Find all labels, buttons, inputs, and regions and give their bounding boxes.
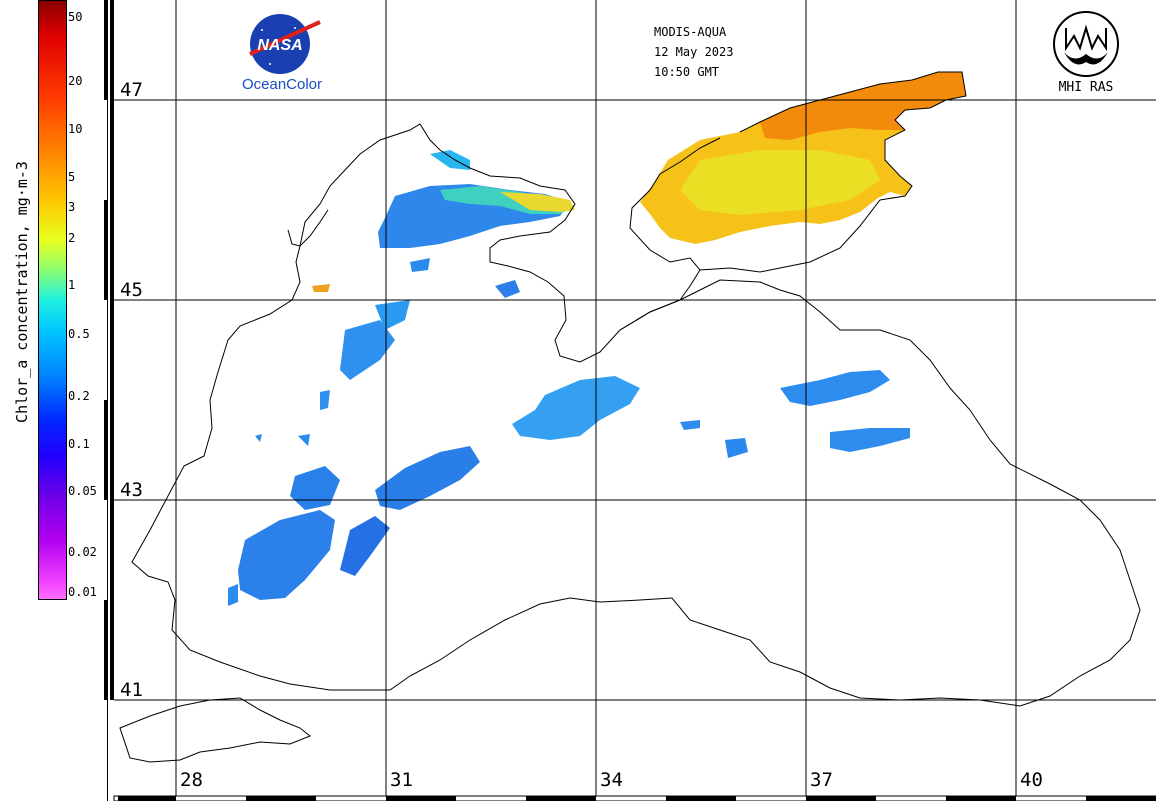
colorbar-tick: 0.02 bbox=[68, 545, 97, 559]
colorbar-tick: 1 bbox=[68, 278, 76, 292]
image-date: 12 May 2023 bbox=[654, 45, 734, 59]
colorbar-tick: 5 bbox=[68, 170, 76, 184]
patch-central-1 bbox=[512, 376, 640, 440]
longitude-label: 34 bbox=[600, 769, 623, 791]
colorbar-tick: 0.05 bbox=[68, 484, 97, 498]
longitude-label: 31 bbox=[390, 769, 413, 791]
patch-small-2 bbox=[298, 434, 310, 446]
patch-southwest bbox=[238, 510, 335, 600]
dnieper-bloom bbox=[430, 150, 470, 170]
colorbar-tick: 0.1 bbox=[68, 437, 90, 451]
lat-lon-grid bbox=[114, 0, 1156, 796]
mhi-ras-caption: MHI RAS bbox=[1058, 80, 1114, 95]
patch-crimea-west bbox=[495, 280, 520, 298]
azov-sea-bloom-mid bbox=[680, 150, 880, 215]
longitude-label: 37 bbox=[810, 769, 833, 791]
patch-central-3 bbox=[340, 516, 390, 576]
patch-small-3 bbox=[320, 390, 330, 410]
chlorophyll-colorbar bbox=[38, 0, 67, 600]
azov-coast bbox=[699, 71, 967, 273]
patch-east-2 bbox=[830, 428, 910, 452]
patch-west-2 bbox=[375, 300, 410, 330]
latitude-label: 47 bbox=[120, 79, 143, 101]
patch-small-5 bbox=[312, 284, 330, 292]
black-sea-coast bbox=[131, 123, 1141, 707]
colorbar-tick: 0.5 bbox=[68, 327, 90, 341]
colorbar-tick: 50 bbox=[68, 10, 83, 24]
oceancolor-caption: OceanColor bbox=[241, 76, 323, 93]
azov-sea-bloom-north bbox=[760, 72, 966, 140]
mhi-ras-logo bbox=[1053, 11, 1119, 77]
colorbar-tick: 20 bbox=[68, 74, 83, 88]
danube-delta bbox=[287, 209, 329, 247]
colorbar-tick: 0.01 bbox=[68, 585, 97, 599]
colorbar-tick: 2 bbox=[68, 231, 76, 245]
patch-small-7 bbox=[255, 434, 262, 442]
bosphorus-coast bbox=[119, 697, 311, 763]
map-frame bbox=[104, 0, 1156, 801]
nasa-wordmark: NASA bbox=[257, 37, 302, 54]
patch-east-1 bbox=[780, 370, 890, 406]
patch-east-3 bbox=[725, 438, 748, 458]
patch-small-6 bbox=[680, 420, 700, 430]
patch-southwest-2 bbox=[290, 466, 340, 510]
image-header: MODIS-AQUA 12 May 2023 10:50 GMT bbox=[654, 22, 733, 82]
patch-small-1 bbox=[228, 584, 238, 606]
colorbar-tick: 0.2 bbox=[68, 389, 90, 403]
chlorophyll-data bbox=[228, 72, 966, 606]
sensor-name: MODIS-AQUA bbox=[654, 25, 727, 39]
colorbar-tick: 3 bbox=[68, 200, 76, 214]
longitude-label: 28 bbox=[180, 769, 203, 791]
colorbar-tick: 10 bbox=[68, 122, 83, 136]
nw-shelf-coastal-bloom-core bbox=[500, 192, 575, 212]
coastline bbox=[119, 71, 1141, 763]
longitude-label: 40 bbox=[1020, 769, 1043, 791]
patch-west-1 bbox=[340, 320, 395, 380]
image-time: 10:50 GMT bbox=[654, 65, 720, 79]
latitude-label: 41 bbox=[120, 679, 143, 701]
latitude-label: 45 bbox=[120, 279, 143, 301]
nasa-logo: NASA bbox=[249, 14, 321, 74]
patch-central-2 bbox=[375, 446, 480, 510]
crimea-coast bbox=[619, 137, 721, 331]
patch-small-4 bbox=[410, 258, 430, 272]
latitude-label: 43 bbox=[120, 479, 143, 501]
